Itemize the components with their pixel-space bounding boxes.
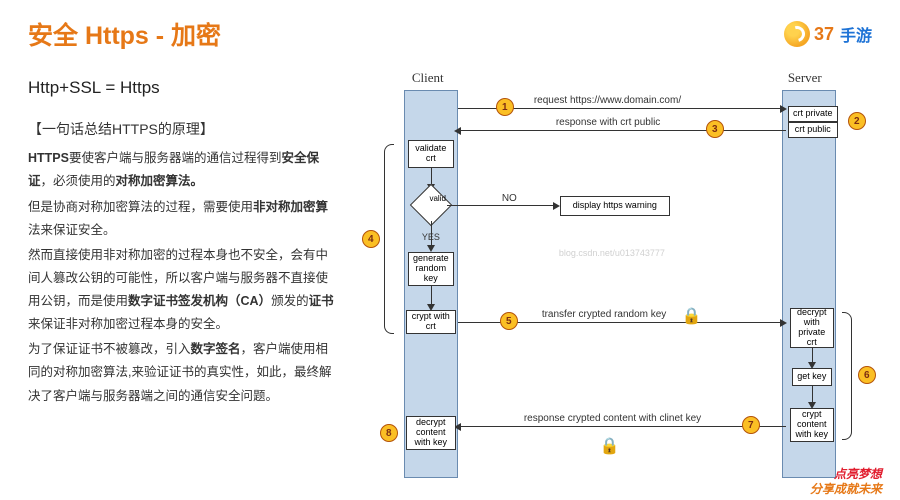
client-label: Client	[412, 70, 444, 86]
strong: 非对称加密算	[253, 200, 328, 214]
badge-7: 7	[742, 416, 760, 434]
arrow-head	[454, 127, 461, 135]
lock-icon: 🔒	[682, 306, 698, 324]
conn	[431, 286, 432, 306]
text: 法来保证安全。	[28, 223, 116, 237]
badge-1: 1	[496, 98, 514, 116]
node-decrypt-content: decrypt content with key	[406, 416, 456, 450]
node-cryptcrt: crypt with crt	[406, 310, 456, 334]
logo-number: 37	[814, 24, 834, 45]
arrow-3	[460, 130, 786, 131]
strong: HTTPS	[28, 151, 69, 165]
node-crt-private: crt private	[788, 106, 838, 122]
header: 安全 Https - 加密 37 手游	[0, 0, 900, 58]
badge-4: 4	[362, 230, 380, 248]
brace-6	[842, 312, 852, 440]
arrow-head	[780, 105, 787, 113]
logo-suffix: 手游	[840, 22, 872, 46]
watermark: blog.csdn.net/u013743777	[559, 248, 665, 258]
arrow-head	[780, 319, 787, 327]
badge-5: 5	[500, 312, 518, 330]
text-panel: Http+SSL = Https 【一句话总结HTTPS的原理】 HTTPS要使…	[28, 58, 336, 478]
badge-3: 3	[706, 120, 724, 138]
node-cryptcontent: crypt content with key	[790, 408, 834, 442]
para-2: 但是协商对称加密算法的过程，需要使用非对称加密算法来保证安全。	[28, 196, 336, 242]
strong: 对称加密算法。	[116, 174, 204, 188]
https-flow-diagram: Client Server request https://www.domain…	[344, 58, 880, 478]
badge-2: 2	[848, 112, 866, 130]
yes-label: YES	[422, 232, 440, 242]
server-label: Server	[788, 70, 822, 86]
arrow-3-label: response with crt public	[556, 117, 661, 128]
formula: Http+SSL = Https	[28, 72, 336, 103]
badge-6: 6	[858, 366, 876, 384]
arrow-head	[553, 202, 560, 210]
node-crt-public: crt public	[788, 122, 838, 138]
arrow-head	[427, 245, 435, 252]
summary-heading: 【一句话总结HTTPS的原理】	[28, 117, 336, 143]
para-1: HTTPS要使客户端与服务器端的通信过程得到安全保证，必须使用的对称加密算法。	[28, 147, 336, 193]
node-warning: display https warning	[560, 196, 670, 216]
para-4: 为了保证证书不被篡改，引入数字签名，客户端使用相同的对称加密算法,来验证证书的真…	[28, 338, 336, 407]
arrow-7-label: response crypted content with clinet key	[524, 413, 701, 424]
arrow-7	[460, 426, 786, 427]
brace-4	[384, 144, 394, 334]
strong: 数字签名	[191, 342, 241, 356]
strong: 数字证书签发机构（CA）	[128, 294, 271, 308]
logo: 37 手游	[784, 21, 872, 47]
text: 来保证非对称加密过程本身的安全。	[28, 317, 228, 331]
logo-icon	[784, 21, 810, 47]
arrow-5-label: transfer crypted random key	[542, 309, 667, 320]
slogan-line1: 点亮梦想	[810, 467, 882, 481]
page-title: 安全 Https - 加密	[28, 16, 221, 52]
node-decrypt-priv: decrypt with private crt	[790, 308, 834, 348]
badge-8: 8	[380, 424, 398, 442]
text: 要使客户端与服务器端的通信过程得到	[69, 151, 282, 165]
text: 但是协商对称加密算法的过程，需要使用	[28, 200, 253, 214]
node-genkey: generate random key	[408, 252, 454, 286]
lock-icon: 🔒	[600, 436, 616, 454]
diamond-label: valid	[424, 194, 452, 203]
text: 颁发的	[271, 294, 309, 308]
slogan-line2: 分享成就未来	[810, 482, 882, 496]
footer-slogan: 点亮梦想 分享成就未来	[810, 467, 882, 496]
text: ，必须使用的	[41, 174, 116, 188]
node-getkey: get key	[792, 368, 832, 386]
no-label: NO	[502, 193, 517, 204]
node-validate: validate crt	[408, 140, 454, 168]
para-3: 然而直接使用非对称加密的过程本身也不安全，会有中间人篡改公钥的可能性，所以客户端…	[28, 244, 336, 337]
no-branch	[447, 205, 555, 206]
content: Http+SSL = Https 【一句话总结HTTPS的原理】 HTTPS要使…	[0, 58, 900, 478]
strong: 证书	[309, 294, 334, 308]
arrow-1-label: request https://www.domain.com/	[534, 95, 681, 106]
text: 为了保证证书不被篡改，引入	[28, 342, 191, 356]
